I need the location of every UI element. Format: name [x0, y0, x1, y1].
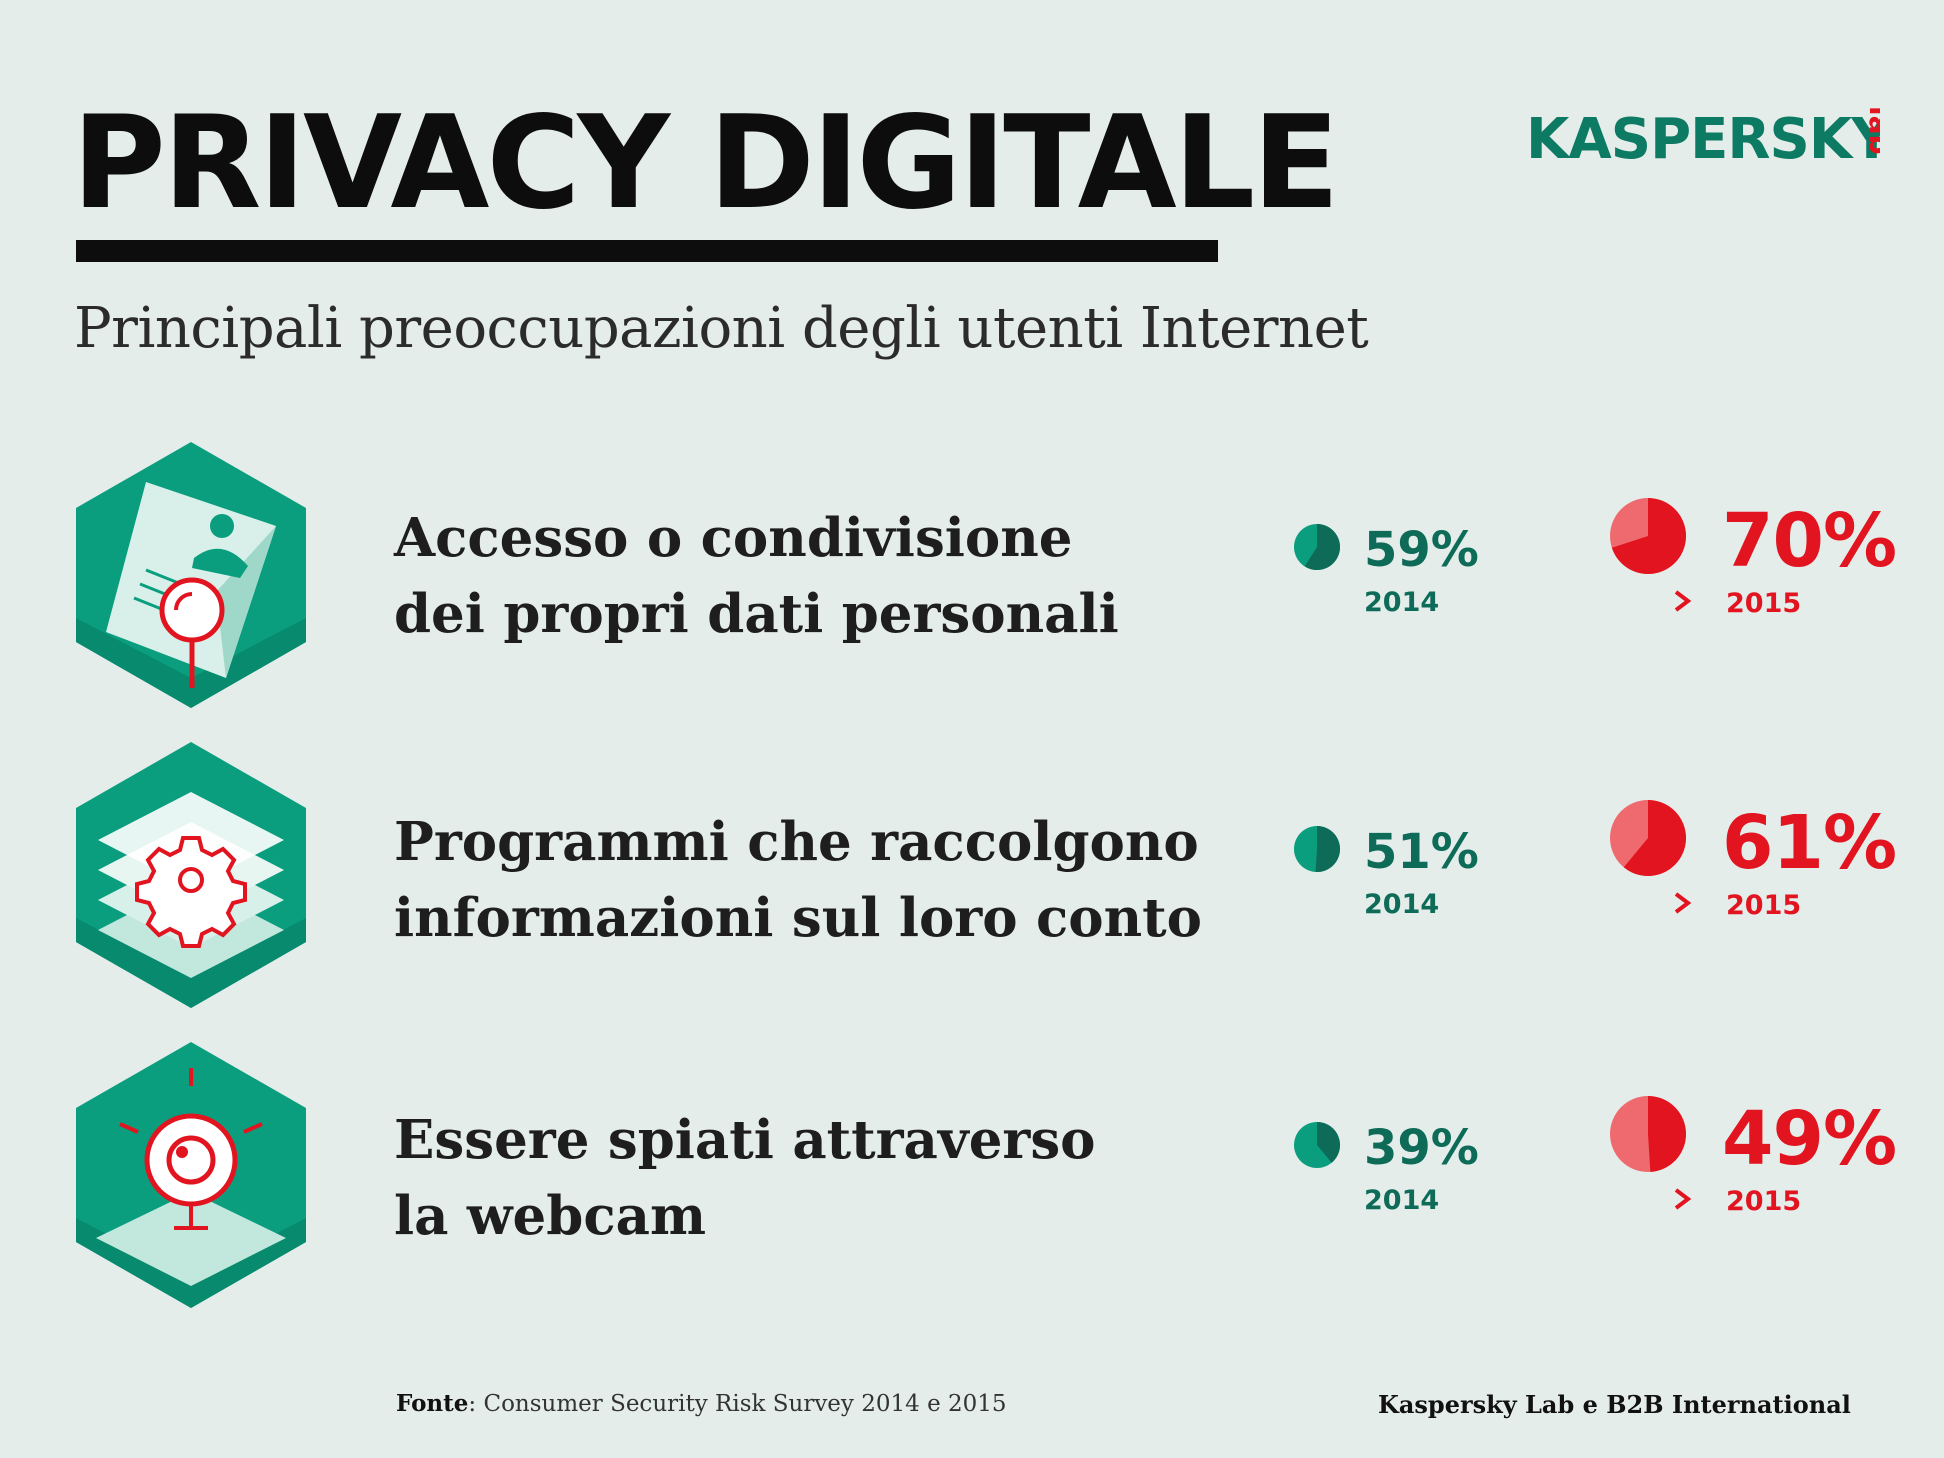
pie-old-2-slice — [1315, 826, 1340, 872]
value-new-3: 49% — [1722, 1096, 1897, 1182]
value-old-1: 59% — [1364, 522, 1479, 578]
pie-new-1 — [1610, 498, 1686, 574]
page-subtitle: Principali preoccupazioni degli utenti I… — [74, 296, 1369, 361]
trend-arrow-2 — [1444, 892, 1692, 914]
year-new-1: 2015 — [1726, 588, 1802, 619]
concern-label-2-line2: informazioni sul loro conto — [394, 887, 1203, 949]
pie-new-2-slice — [1623, 800, 1686, 876]
year-new-2: 2015 — [1726, 890, 1802, 921]
page-title: PRIVACY DIGITALE — [72, 89, 1340, 238]
pie-old-1 — [1294, 524, 1340, 570]
pie-old-3 — [1294, 1122, 1340, 1168]
source-text: : Consumer Security Risk Survey 2014 e 2… — [468, 1391, 1007, 1417]
year-old-2: 2014 — [1364, 889, 1440, 920]
pie-new-3-slice — [1648, 1096, 1686, 1172]
pie-old-3-slice — [1317, 1122, 1340, 1163]
concern-label-3-line1: Essere spiati attraverso — [394, 1109, 1096, 1171]
value-new-1: 70% — [1722, 498, 1897, 584]
trend-arrow-3 — [1444, 1188, 1692, 1210]
pie-new-1-slice — [1611, 498, 1686, 574]
id-card-search-icon — [76, 442, 306, 708]
webcam-icon — [76, 1042, 306, 1308]
year-new-3: 2015 — [1726, 1186, 1802, 1217]
pie-old-2 — [1294, 826, 1340, 872]
pie-new-3 — [1610, 1096, 1686, 1172]
source-label: Fonte — [396, 1390, 469, 1417]
layers-gear-icon — [76, 742, 306, 1008]
trend-arrow-1 — [1444, 590, 1692, 612]
value-old-2: 51% — [1364, 824, 1479, 880]
credit-note: Kaspersky Lab e B2B International — [1378, 1390, 1851, 1419]
concern-label-1: Accesso o condivisione dei propri dati p… — [394, 500, 1119, 652]
source-note: Fonte: Consumer Security Risk Survey 201… — [396, 1390, 1007, 1417]
concern-label-1-line2: dei propri dati personali — [394, 583, 1119, 645]
year-old-1: 2014 — [1364, 587, 1440, 618]
concern-label-3-line2: la webcam — [394, 1185, 707, 1247]
concern-label-2-line1: Programmi che raccolgono — [394, 811, 1199, 873]
concern-label-2: Programmi che raccolgono informazioni su… — [394, 804, 1202, 956]
concern-label-3: Essere spiati attraverso la webcam — [394, 1102, 1096, 1254]
kaspersky-logo: KASPERSKY lab — [1526, 106, 1880, 172]
logo-text: KASPERSKY — [1526, 107, 1880, 172]
value-old-3: 39% — [1364, 1120, 1479, 1176]
value-new-2: 61% — [1722, 800, 1897, 886]
title-underline — [76, 240, 1218, 262]
pie-new-2 — [1610, 800, 1686, 876]
pie-old-1-slice — [1304, 524, 1340, 570]
year-old-3: 2014 — [1364, 1185, 1440, 1216]
logo-suffix: lab — [1863, 106, 1880, 155]
concern-label-1-line1: Accesso o condivisione — [394, 507, 1073, 569]
